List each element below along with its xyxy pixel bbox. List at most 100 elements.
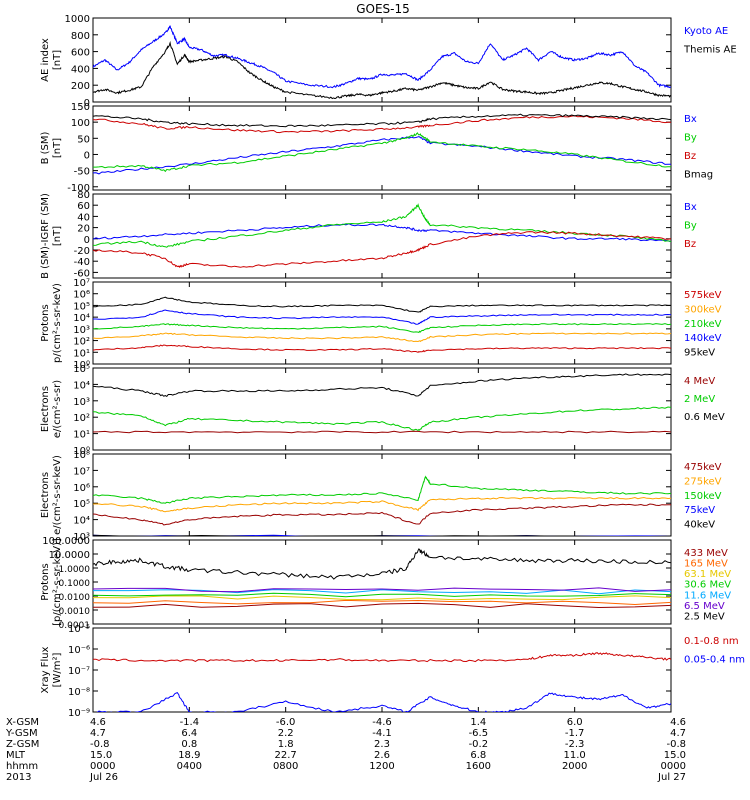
x-row-value: 1600 <box>466 761 491 772</box>
series-line-0-1-0-8-nm <box>93 652 671 663</box>
panel-frame <box>92 627 672 713</box>
legend-bz: Bz <box>684 239 696 250</box>
x-row-value: 1200 <box>369 761 394 772</box>
x-row-value: 4.7 <box>90 728 106 739</box>
x-row-value: -2.3 <box>565 739 585 750</box>
x-row-value: 15.0 <box>664 750 686 761</box>
series-line-275kev <box>93 496 671 513</box>
y-tick-label: 1.0000 <box>59 565 91 575</box>
panel-frame <box>92 367 672 451</box>
x-row-label: Z-GSM <box>6 739 39 750</box>
legend-11-6-mev: 11.6 MeV <box>684 590 731 601</box>
legend-75kev: 75keV <box>684 505 715 516</box>
y-tick-label: 10⁻⁶ <box>68 645 90 656</box>
x-row-value: -6.5 <box>469 728 489 739</box>
y-tick-label: -60 <box>74 268 90 279</box>
series-line-themis-ae <box>93 40 671 100</box>
legend-40kev: 40keV <box>684 520 715 531</box>
panel-frame <box>92 281 672 365</box>
x-row-value: 4.6 <box>670 717 686 728</box>
series-line-bmag <box>93 113 671 128</box>
y-tick-label: 800 <box>71 31 90 42</box>
x-row-value: 0000 <box>90 761 115 772</box>
legend-bz: Bz <box>684 151 696 162</box>
y-tick-label: 10⁴ <box>73 516 90 527</box>
series-line-by <box>93 132 671 173</box>
series-line-475kev <box>93 503 671 526</box>
y-tick-label: 10⁷ <box>73 278 90 289</box>
legend-bx: Bx <box>684 114 697 125</box>
y-axis-label: [nT] <box>52 226 63 246</box>
panel-frame <box>92 453 672 537</box>
panel-electrons_mev: 10⁰ 10¹ 10² 10³ 10⁴ 10⁵ Electrons e/(cm²-s-sr) 4… <box>40 364 725 457</box>
x-row-value: 6.8 <box>470 750 486 761</box>
legend-275kev: 275keV <box>684 476 722 487</box>
y-tick-label: 200 <box>71 81 90 92</box>
y-tick-label: 100 <box>71 118 90 129</box>
series-line-4-mev <box>93 430 671 434</box>
y-tick-label: 0.1000 <box>59 579 91 589</box>
chart-title: GOES-15 <box>356 2 410 16</box>
y-tick-label: 10² <box>73 337 90 348</box>
y-axis-label: AE index <box>40 38 51 82</box>
series-line-165-mev <box>93 599 671 606</box>
x-row-value: 6.4 <box>181 728 197 739</box>
panel-frame <box>92 193 672 279</box>
y-axis-label: Xray Flux <box>40 646 51 693</box>
y-tick-label: 0.0010 <box>59 607 91 617</box>
x-row-value: 0400 <box>177 761 202 772</box>
legend-140kev: 140keV <box>684 333 722 344</box>
legend-by: By <box>684 221 697 232</box>
legend-475kev: 475keV <box>684 462 722 473</box>
legend-575kev: 575keV <box>684 290 722 301</box>
legend-bx: Bx <box>684 202 697 213</box>
y-tick-label: 80 <box>77 190 90 201</box>
series-line-40kev <box>93 534 671 536</box>
series-line-433-mev <box>93 602 671 609</box>
y-tick-label: 10⁵ <box>73 364 90 375</box>
x-row-value: 11.0 <box>564 750 586 761</box>
panel-electrons_kev: 10³ 10⁴ 10⁵ 10⁶ 10⁷ 10⁸ Electrons e/(cm²-s-sr-k… <box>40 450 722 543</box>
legend-by: By <box>684 133 697 144</box>
x-row-value: 0000 <box>661 761 686 772</box>
y-tick-label: -40 <box>74 257 90 268</box>
y-axis-label: [W/m²] <box>52 652 63 687</box>
series-line-210kev <box>93 323 671 334</box>
y-tick-label: 10⁻⁷ <box>68 666 90 677</box>
x-row-value: 0.8 <box>181 739 197 750</box>
y-axis-label: [p/(cm²-s-sr-keV)] <box>52 538 63 626</box>
y-tick-label: 20 <box>77 224 90 235</box>
series-line-575kev <box>93 344 671 353</box>
legend-63-1-mev: 63.1 MeV <box>684 569 731 580</box>
y-axis-label: B (SM)-IGRF (SM) <box>40 193 51 279</box>
y-axis-label: B (SM) <box>40 131 51 164</box>
y-tick-label: 10² <box>73 413 90 424</box>
legend-themis-ae: Themis AE <box>683 45 737 56</box>
series-line-bz <box>93 231 671 269</box>
legend-165-mev: 165 MeV <box>684 559 728 570</box>
y-tick-label: 50 <box>77 134 90 145</box>
series-line-95kev <box>93 296 671 313</box>
y-tick-label: 0 <box>84 98 90 109</box>
series-line-11-6-mev <box>93 589 671 595</box>
y-axis-label: Protons <box>40 304 51 341</box>
y-tick-label: 400 <box>71 64 90 75</box>
x-row-value: -4.1 <box>372 728 392 739</box>
y-tick-label: 10⁻⁹ <box>68 708 90 719</box>
x-row-value: -4.6 <box>372 717 392 728</box>
x-row-value: -0.2 <box>469 739 489 750</box>
legend-95kev: 95keV <box>684 348 715 359</box>
panel-ae: 0 200 400 600 800 1000 AE index [nT] Kyoto AE The… <box>40 14 737 109</box>
x-row-value: -0.8 <box>666 739 686 750</box>
y-tick-label: 10⁶ <box>73 483 90 494</box>
panel-frame <box>92 105 672 191</box>
y-tick-label: 10³ <box>73 397 90 408</box>
legend-0-05-0-4-nm: 0.05-0.4 nm <box>684 655 745 666</box>
y-axis-label: e/(cm²-s-sr-keV) <box>52 455 63 535</box>
y-axis-label: Protons <box>40 563 51 600</box>
panel-protons_mev: 0.0001 0.0010 0.0100 0.1000 1.0000 10.0000 100… <box>40 536 731 631</box>
y-tick-label: 0.0100 <box>59 593 91 603</box>
x-row-label: 2013 <box>6 772 31 783</box>
